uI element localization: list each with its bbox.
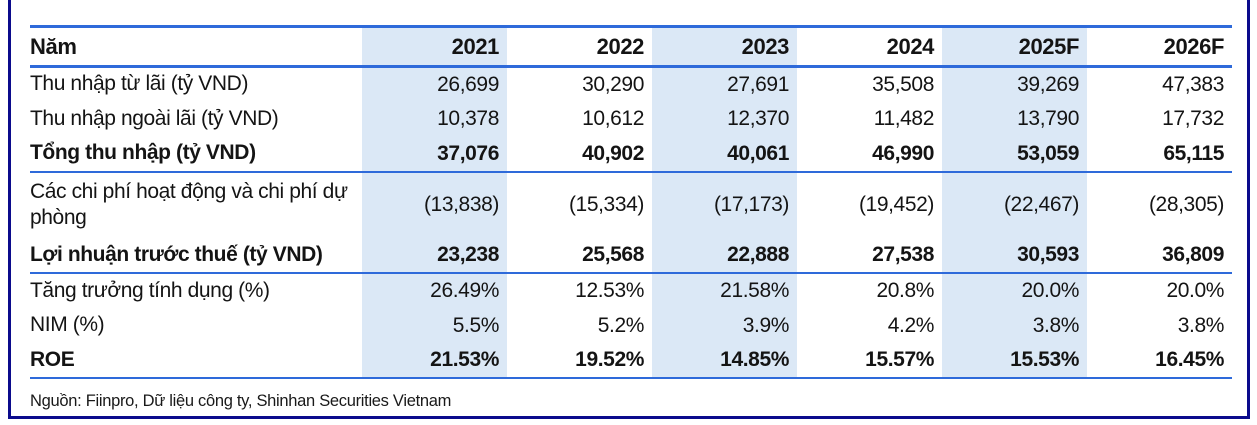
column-header-2026f: 2026F [1163, 33, 1225, 59]
table-row: ROE 21.53% 19.52% 14.85% 15.57% 15.53% 16.45% [30, 343, 1232, 379]
cell-2022: 12.53% [575, 279, 644, 303]
cell-2024: 4.2% [887, 313, 935, 337]
cell-2024: 15.57% [865, 348, 934, 372]
column-header-2021: 2021 [362, 26, 507, 67]
table-row: NIM (%) 5.5% 5.2% 3.9% 4.2% 3.8% 3.8% [30, 308, 1232, 344]
row-label: Thu nhập ngoài lãi (tỷ VND) [30, 106, 279, 130]
table-body: Thu nhập từ lãi (tỷ VND) 26,699 30,290 27,6… [30, 66, 1232, 379]
cell-2025f: 53,059 [942, 136, 1087, 172]
cell-2023: 12,370 [652, 101, 797, 137]
cell-2021: 5.5% [362, 308, 507, 344]
cell-2025f: 13,790 [942, 101, 1087, 137]
column-header-nam: Năm [30, 33, 77, 59]
cell-2026f: 3.8% [1177, 313, 1225, 337]
cell-2023: 14.85% [652, 343, 797, 379]
financial-forecast-table: Năm 2021 2022 2023 2024 2025F 2026F Thu … [30, 25, 1232, 379]
column-header-2022: 2022 [596, 33, 645, 59]
table-header-row: Năm 2021 2022 2023 2024 2025F 2026F [30, 26, 1232, 67]
cell-2024: 46,990 [872, 141, 934, 165]
cell-2021: 10,378 [362, 101, 507, 137]
cell-2021: 37,076 [362, 136, 507, 172]
row-label: Tổng thu nhập (tỷ VND) [30, 141, 256, 165]
cell-2023: 3.9% [652, 308, 797, 344]
cell-2021: 26,699 [362, 66, 507, 102]
cell-2026f: 17,732 [1162, 107, 1224, 130]
table-row: Thu nhập ngoài lãi (tỷ VND) 10,378 10,612 1… [30, 101, 1232, 137]
cell-2022: (15,334) [568, 193, 644, 217]
row-label: Thu nhập từ lãi (tỷ VND) [30, 72, 249, 96]
table-row: Thu nhập từ lãi (tỷ VND) 26,699 30,290 27,6… [30, 66, 1232, 102]
cell-2024: 11,482 [873, 107, 935, 130]
cell-2026f: 20.0% [1166, 279, 1224, 303]
cell-2021: 26.49% [362, 273, 507, 309]
cell-2026f: 47,383 [1162, 72, 1224, 96]
cell-2026f: 36,809 [1162, 243, 1224, 267]
column-header-2025f: 2025F [942, 26, 1087, 67]
cell-2025f: 39,269 [942, 66, 1087, 102]
cell-2021: (13,838) [362, 171, 507, 239]
cell-2026f: 65,115 [1163, 141, 1224, 165]
cell-2022: 25,568 [582, 243, 644, 267]
cell-2025f: 30,593 [942, 238, 1087, 274]
cell-2025f: 3.8% [942, 308, 1087, 344]
row-label: Tăng trưởng tính dụng (%) [30, 278, 270, 302]
table-row: Lợi nhuận trước thuế (tỷ VND) 23,238 25,56… [30, 238, 1232, 274]
cell-2025f: (22,467) [942, 171, 1087, 239]
cell-2023: (17,173) [652, 171, 797, 239]
cell-2026f: (28,305) [1148, 193, 1224, 217]
source-note: Nguồn: Fiinpro, Dữ liệu công ty, Shinhan… [30, 392, 452, 410]
cell-2022: 30,290 [582, 72, 644, 96]
cell-2022: 10,612 [582, 107, 644, 130]
cell-2025f: 15.53% [942, 343, 1087, 379]
cell-2025f: 20.0% [942, 273, 1087, 309]
cell-2024: (19,452) [858, 193, 934, 217]
table-row: Các chi phí hoạt động và chi phí dự phòn… [30, 171, 1232, 239]
column-header-2024: 2024 [886, 33, 935, 59]
column-header-2023: 2023 [652, 26, 797, 67]
cell-2023: 21.58% [652, 273, 797, 309]
row-label: Lợi nhuận trước thuế (tỷ VND) [30, 242, 323, 266]
cell-2023: 40,061 [652, 136, 797, 172]
cell-2022: 40,902 [582, 141, 644, 165]
cell-2026f: 16.45% [1155, 348, 1224, 372]
cell-2023: 22,888 [652, 238, 797, 274]
cell-2023: 27,691 [652, 66, 797, 102]
cell-2024: 27,538 [872, 243, 934, 267]
row-label: NIM (%) [30, 313, 105, 337]
cell-2022: 5.2% [597, 313, 645, 337]
cell-2024: 20.8% [876, 279, 934, 303]
cell-2022: 19.52% [575, 348, 644, 372]
cell-2024: 35,508 [872, 72, 934, 96]
table-row: Tổng thu nhập (tỷ VND) 37,076 40,902 40,061… [30, 136, 1232, 172]
table-row: Tăng trưởng tính dụng (%) 26.49% 12.53% 21.… [30, 273, 1232, 309]
row-label: ROE [30, 347, 75, 371]
cell-2021: 21.53% [362, 343, 507, 379]
row-label: Các chi phí hoạt động và chi phí dự phòn… [30, 179, 348, 230]
cell-2021: 23,238 [362, 238, 507, 274]
